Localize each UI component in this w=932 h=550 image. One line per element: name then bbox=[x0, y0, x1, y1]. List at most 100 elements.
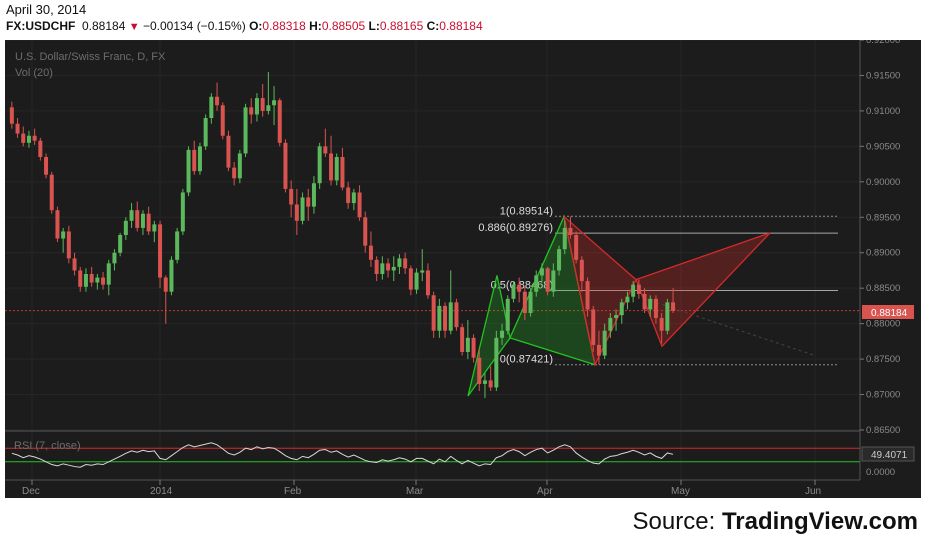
candle-body bbox=[368, 245, 373, 260]
candle-body bbox=[596, 344, 601, 356]
candle-body bbox=[38, 140, 43, 157]
candle-body bbox=[648, 298, 653, 310]
candle-body bbox=[135, 210, 140, 228]
candle-body bbox=[585, 281, 590, 310]
candle-body bbox=[391, 266, 396, 271]
source-brand: TradingView.com bbox=[721, 508, 918, 535]
y-tick-label: 0.90000 bbox=[866, 177, 900, 188]
candle-body bbox=[106, 263, 111, 285]
pattern-green-xb bbox=[467, 337, 511, 397]
candle-body bbox=[579, 259, 584, 282]
candle-body bbox=[500, 330, 505, 338]
price-badge: 0.88184 bbox=[871, 308, 908, 319]
candle-body bbox=[437, 305, 442, 331]
high-value: 0.88505 bbox=[321, 19, 366, 33]
candle-body bbox=[363, 217, 368, 246]
price-chart-svg[interactable]: 1(0.89514)0.886(0.89276)0.5(0.88468)0(0.… bbox=[5, 40, 921, 498]
candle-body bbox=[118, 235, 123, 253]
candle-body bbox=[66, 231, 71, 259]
y-tick-label: 0.87000 bbox=[866, 390, 900, 401]
candle-body bbox=[477, 357, 482, 384]
y-tick-label: 0.88500 bbox=[866, 283, 900, 294]
candle-body bbox=[334, 157, 339, 181]
fib-level-label: 0(0.87421) bbox=[500, 354, 553, 366]
candle-body bbox=[591, 309, 596, 345]
candle-body bbox=[608, 317, 613, 331]
candle-body bbox=[317, 146, 322, 184]
candle-body bbox=[323, 146, 328, 154]
y-tick-label: 0.88000 bbox=[866, 319, 900, 330]
candle-body bbox=[631, 284, 636, 297]
candle-body bbox=[9, 107, 14, 124]
candle-body bbox=[283, 142, 288, 189]
candle-body bbox=[653, 298, 658, 318]
candle-body bbox=[146, 213, 151, 232]
candle-body bbox=[420, 270, 425, 273]
candle-body bbox=[357, 192, 362, 218]
candle-body bbox=[180, 192, 185, 232]
candle-body bbox=[528, 291, 533, 313]
candle-body bbox=[72, 258, 77, 271]
candle-body bbox=[306, 197, 311, 207]
candle-body bbox=[511, 284, 516, 299]
pattern-green-bd bbox=[509, 337, 596, 366]
candle-body bbox=[408, 268, 413, 290]
x-tick-label: Mar bbox=[406, 486, 424, 497]
fib-level-label: 1(0.89514) bbox=[500, 205, 553, 217]
candle-body bbox=[140, 213, 145, 228]
high-label: H: bbox=[309, 19, 322, 33]
candle-body bbox=[574, 235, 579, 260]
rsi-tick-label: 0.0000 bbox=[866, 467, 895, 478]
candle-body bbox=[215, 96, 220, 106]
rsi-badge: 49.4071 bbox=[871, 450, 908, 461]
candle-body bbox=[403, 258, 408, 269]
chart-panel[interactable]: 1(0.89514) 0.886(0.89276) 0.5(0.88468) 0(0.… bbox=[5, 40, 921, 498]
candle-body bbox=[465, 337, 470, 352]
candle-body bbox=[346, 187, 351, 204]
candle-body bbox=[152, 224, 157, 232]
candle-body bbox=[49, 174, 54, 211]
rsi-label: RSI (7, close) bbox=[14, 440, 81, 452]
candle-body bbox=[175, 231, 180, 260]
candle-body bbox=[414, 272, 419, 290]
volume-label: Vol (20) bbox=[15, 67, 53, 79]
open-value: 0.88318 bbox=[262, 19, 306, 33]
candle-body bbox=[425, 270, 430, 296]
candle-body bbox=[254, 98, 259, 115]
candle-body bbox=[471, 337, 476, 358]
low-label: L: bbox=[368, 19, 380, 33]
fib-level-label: 0.886(0.89276) bbox=[478, 222, 553, 234]
candle-body bbox=[397, 258, 402, 267]
candle-body bbox=[89, 274, 94, 283]
candle-body bbox=[517, 284, 522, 292]
candle-body bbox=[32, 135, 37, 141]
candle-body bbox=[534, 275, 539, 292]
x-tick-label: Dec bbox=[22, 486, 40, 497]
candle-body bbox=[340, 157, 345, 188]
x-tick-label: Feb bbox=[284, 486, 302, 497]
candle-body bbox=[505, 298, 510, 331]
candle-body bbox=[351, 192, 356, 204]
y-tick-label: 0.86500 bbox=[866, 425, 900, 436]
candle-body bbox=[61, 231, 66, 239]
y-tick-label: 0.89500 bbox=[866, 212, 900, 223]
candle-body bbox=[209, 96, 214, 118]
candle-body bbox=[112, 252, 117, 264]
x-tick-label: Apr bbox=[537, 486, 553, 497]
candle-body bbox=[158, 224, 163, 278]
candle-body bbox=[289, 188, 294, 205]
candle-body bbox=[454, 302, 459, 328]
candle-body bbox=[129, 210, 134, 221]
candle-body bbox=[636, 284, 641, 294]
close-value: 0.88184 bbox=[439, 19, 483, 33]
candle-body bbox=[186, 149, 191, 193]
candle-body bbox=[197, 146, 202, 172]
source-credit: Source: TradingView.com bbox=[632, 508, 918, 535]
price-change: −0.00134 (−0.15%) bbox=[142, 19, 246, 33]
symbol-label[interactable]: FX:USDCHF bbox=[6, 19, 76, 33]
rsi-line bbox=[11, 442, 674, 468]
candle-body bbox=[101, 277, 106, 285]
y-tick-label: 0.91500 bbox=[866, 70, 900, 81]
low-value: 0.88165 bbox=[379, 19, 424, 33]
candle-body bbox=[671, 302, 676, 311]
